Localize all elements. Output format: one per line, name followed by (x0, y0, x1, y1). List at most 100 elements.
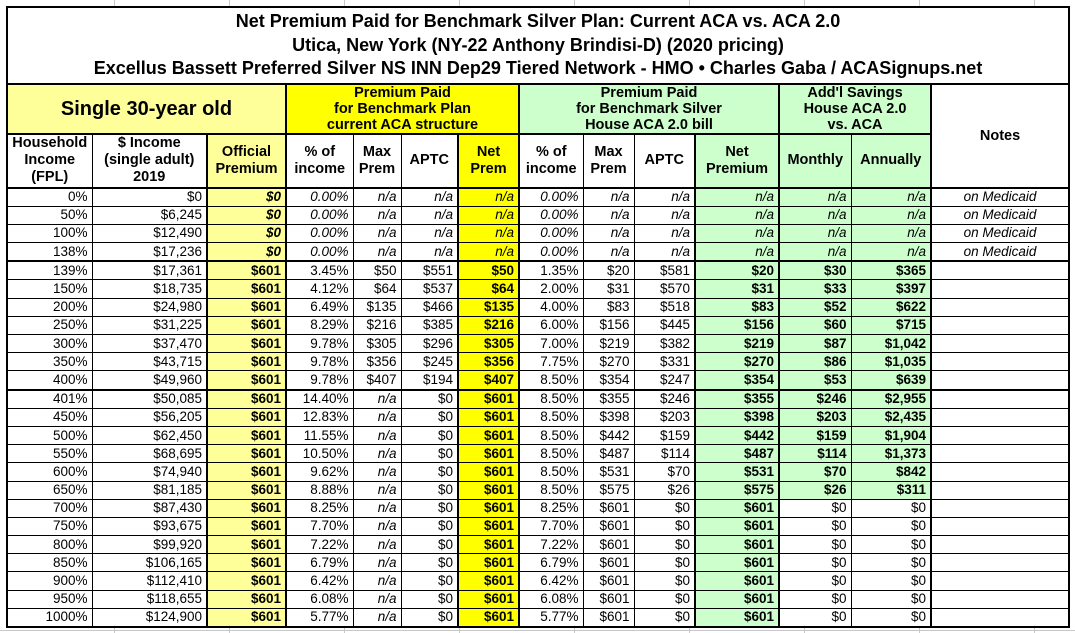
cell-notes (929, 352, 1070, 372)
title-line-3: Excellus Bassett Preferred Silver NS INN… (93, 58, 983, 78)
cell-fpl: 500% (6, 425, 93, 446)
cell-aca-aptc: $0 (400, 444, 459, 464)
cell-notes: on Medicaid (929, 242, 1070, 262)
cell-income: $0 (91, 187, 208, 207)
cell-aca2-net-premium: $601 (694, 607, 780, 628)
cell-aca2-net-premium: $355 (694, 388, 780, 409)
cell-notes (929, 407, 1070, 427)
cell-aca2-max-prem: $601 (582, 607, 635, 628)
cell-savings-annually: n/a (850, 223, 932, 244)
cell-aca-net-prem: $601 (457, 498, 520, 518)
cell-aca-pct-income: 3.45% (285, 260, 354, 281)
cell-aca2-max-prem: $531 (582, 462, 635, 482)
cell-official-premium: $601 (206, 516, 287, 537)
cell-aca-aptc: $385 (400, 315, 459, 336)
cell-aca2-net-premium: $601 (694, 553, 780, 573)
cell-aca2-max-prem: $83 (582, 297, 635, 317)
cell-aca-aptc: $0 (400, 498, 459, 518)
cell-income: $17,361 (91, 260, 208, 281)
cell-savings-annually: $0 (850, 516, 932, 537)
cell-aca2-net-premium: $354 (694, 370, 780, 391)
cell-aca-max-prem: $135 (352, 297, 402, 317)
spreadsheet-gridlines-top (0, 0, 1075, 6)
cell-aca2-net-premium: $601 (694, 571, 780, 591)
cell-aca2-max-prem: n/a (582, 242, 635, 262)
table-row: 700% $87,430 $601 8.25% n/a $0 $601 8.25% $601 $0… (6, 498, 1070, 518)
cell-notes (929, 370, 1070, 391)
cell-aca-net-prem: $601 (457, 462, 520, 482)
cell-aca2-max-prem: $219 (582, 333, 635, 354)
cell-savings-monthly: $26 (778, 480, 852, 500)
cell-aca2-aptc: $203 (633, 407, 696, 427)
cell-fpl: 900% (6, 571, 93, 591)
cell-aca-aptc: $551 (400, 260, 459, 281)
cell-savings-monthly: $0 (778, 571, 852, 591)
cell-aca-pct-income: 9.78% (285, 352, 354, 372)
cell-aca2-aptc: n/a (633, 205, 696, 225)
cell-aca-max-prem: n/a (352, 516, 402, 537)
table-row: 550% $68,695 $601 10.50% n/a $0 $601 8.50% $487 $… (6, 444, 1070, 464)
col-header-income: $ Income (single adult) 2019 (91, 133, 208, 189)
cell-notes (929, 607, 1070, 628)
cell-official-premium: $0 (206, 187, 287, 207)
cell-aca-aptc: n/a (400, 205, 459, 225)
cell-savings-monthly: $0 (778, 553, 852, 573)
cell-fpl: 650% (6, 480, 93, 500)
cell-savings-monthly: $0 (778, 535, 852, 555)
cell-savings-annually: $365 (850, 260, 932, 281)
cell-aca2-pct-income: 0.00% (518, 205, 584, 225)
cell-aca2-pct-income: 7.00% (518, 333, 584, 354)
cell-official-premium: $601 (206, 607, 287, 628)
title-line-1: Net Premium Paid for Benchmark Silver Pl… (235, 11, 841, 31)
cell-official-premium: $601 (206, 553, 287, 573)
table-row: 950% $118,655 $601 6.08% n/a $0 $601 6.08% $601 $… (6, 589, 1070, 609)
cell-income: $31,225 (91, 315, 208, 336)
cell-aca-net-prem: n/a (457, 205, 520, 225)
cell-official-premium: $601 (206, 260, 287, 281)
table-row: 100% $12,490 $0 0.00% n/a n/a n/a 0.00% n/a n/a n/… (6, 223, 1070, 244)
cell-aca-pct-income: 0.00% (285, 242, 354, 262)
col-header-savings-annually: Annually (850, 133, 932, 189)
cell-fpl: 139% (6, 260, 93, 281)
cell-aca-aptc: n/a (400, 242, 459, 262)
cell-savings-annually: $0 (850, 553, 932, 573)
cell-official-premium: $601 (206, 333, 287, 354)
cell-aca2-net-premium: $531 (694, 462, 780, 482)
table-row: 50% $6,245 $0 0.00% n/a n/a n/a 0.00% n/a n/a n/a n… (6, 205, 1070, 225)
cell-fpl: 100% (6, 223, 93, 244)
cell-fpl: 0% (6, 187, 93, 207)
cell-aca-pct-income: 8.29% (285, 315, 354, 336)
cell-aca2-pct-income: 8.50% (518, 462, 584, 482)
cell-savings-monthly: n/a (778, 223, 852, 244)
cell-savings-monthly: $0 (778, 589, 852, 609)
group-header-current-aca: Premium Paid for Benchmark Plan current … (285, 83, 520, 135)
title-row: Net Premium Paid for Benchmark Silver Pl… (6, 6, 1070, 85)
cell-notes: on Medicaid (929, 223, 1070, 244)
cell-aca2-max-prem: $601 (582, 535, 635, 555)
cell-savings-monthly: $114 (778, 444, 852, 464)
cell-aca2-pct-income: 0.00% (518, 223, 584, 244)
cell-aca-max-prem: n/a (352, 498, 402, 518)
cell-aca2-max-prem: n/a (582, 187, 635, 207)
cell-aca2-max-prem: $31 (582, 279, 635, 299)
table-body: 0% $0 $0 0.00% n/a n/a n/a 0.00% n/a n/a n/a n/a n/a… (6, 187, 1070, 628)
cell-aca2-max-prem: $354 (582, 370, 635, 391)
cell-income: $106,165 (91, 553, 208, 573)
cell-savings-annually: $0 (850, 607, 932, 628)
cell-aca2-aptc: $0 (633, 607, 696, 628)
cell-aca2-pct-income: 8.50% (518, 407, 584, 427)
cell-aca2-max-prem: n/a (582, 223, 635, 244)
table-row: 401% $50,085 $601 14.40% n/a $0 $601 8.50% $355 $… (6, 388, 1070, 409)
cell-aca-pct-income: 11.55% (285, 425, 354, 446)
cell-fpl: 200% (6, 297, 93, 317)
cell-aca2-aptc: $0 (633, 516, 696, 537)
cell-official-premium: $601 (206, 315, 287, 336)
cell-savings-monthly: $53 (778, 370, 852, 391)
table-row: 900% $112,410 $601 6.42% n/a $0 $601 6.42% $601 $… (6, 571, 1070, 591)
table-row: 1000% $124,900 $601 5.77% n/a $0 $601 5.77% $601… (6, 607, 1070, 628)
cell-aca2-net-premium: $156 (694, 315, 780, 336)
cell-savings-monthly: $203 (778, 407, 852, 427)
group-header-row: Single 30-year old Premium Paid for Benc… (6, 83, 1070, 189)
cell-aca2-net-premium: n/a (694, 187, 780, 207)
cell-aca-aptc: $0 (400, 480, 459, 500)
